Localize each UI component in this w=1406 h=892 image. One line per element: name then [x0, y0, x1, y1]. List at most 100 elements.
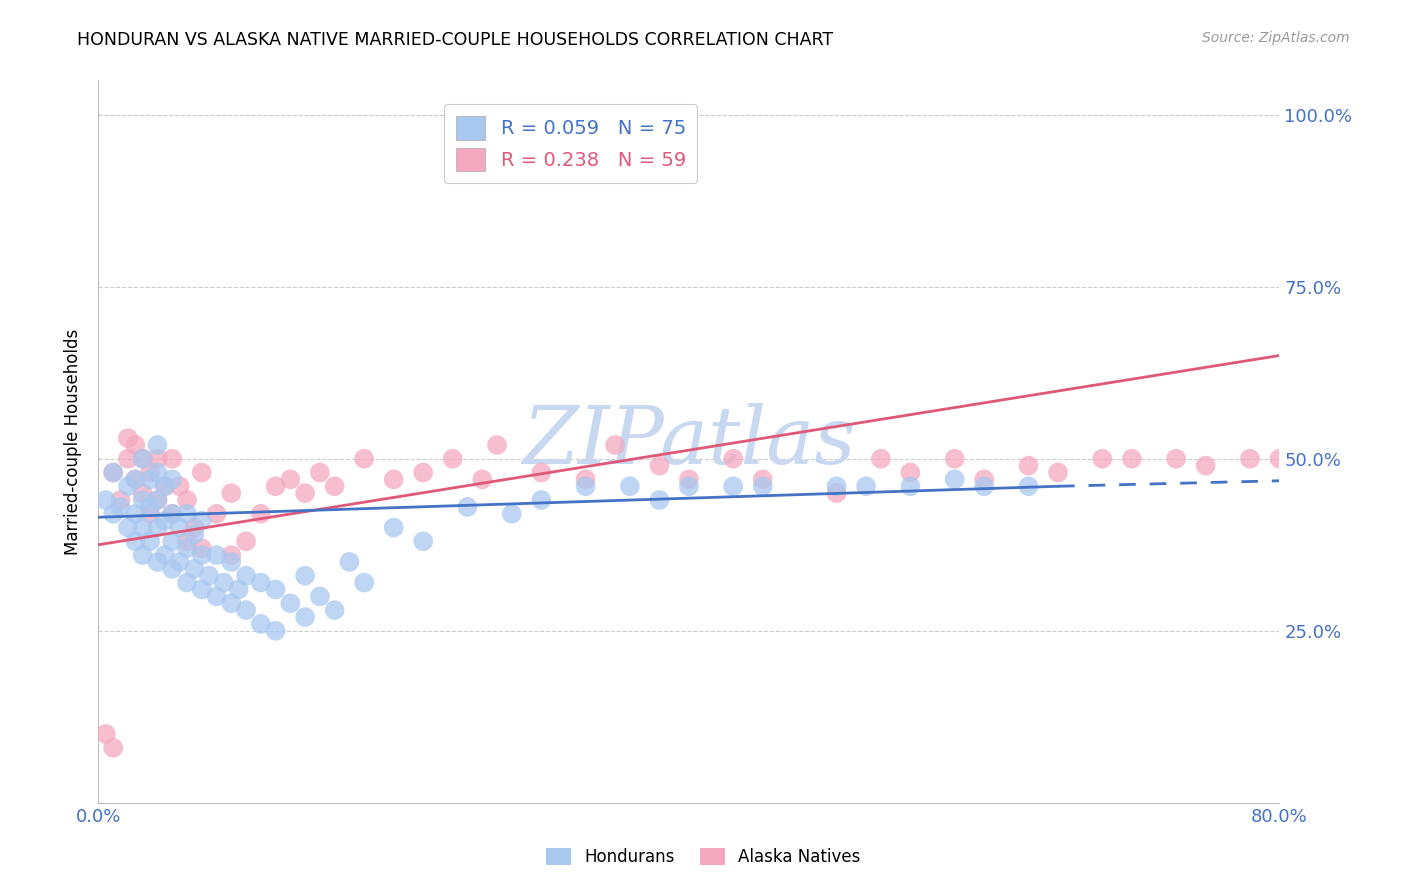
- Point: [1121, 451, 1143, 466]
- Point: [294, 486, 316, 500]
- Point: [825, 479, 848, 493]
- Point: [280, 472, 302, 486]
- Point: [103, 466, 125, 480]
- Point: [139, 507, 162, 521]
- Legend: Hondurans, Alaska Natives: Hondurans, Alaska Natives: [538, 841, 868, 873]
- Point: [382, 520, 405, 534]
- Text: Source: ZipAtlas.com: Source: ZipAtlas.com: [1202, 31, 1350, 45]
- Point: [117, 451, 139, 466]
- Point: [124, 472, 146, 486]
- Point: [139, 534, 162, 549]
- Point: [176, 507, 198, 521]
- Point: [169, 555, 191, 569]
- Point: [146, 451, 169, 466]
- Point: [212, 575, 235, 590]
- Point: [648, 458, 671, 473]
- Point: [900, 466, 922, 480]
- Point: [191, 548, 214, 562]
- Point: [169, 479, 191, 493]
- Point: [153, 479, 176, 493]
- Point: [575, 479, 598, 493]
- Point: [153, 548, 176, 562]
- Point: [309, 590, 332, 604]
- Point: [124, 534, 146, 549]
- Point: [146, 555, 169, 569]
- Point: [1195, 458, 1218, 473]
- Point: [183, 520, 205, 534]
- Point: [162, 562, 183, 576]
- Point: [191, 514, 214, 528]
- Point: [124, 507, 146, 521]
- Point: [183, 527, 205, 541]
- Point: [323, 479, 346, 493]
- Point: [501, 507, 523, 521]
- Point: [1018, 458, 1040, 473]
- Point: [169, 520, 191, 534]
- Point: [323, 603, 346, 617]
- Point: [752, 479, 775, 493]
- Point: [973, 472, 995, 486]
- Point: [176, 575, 198, 590]
- Point: [139, 466, 162, 480]
- Point: [264, 582, 287, 597]
- Point: [1268, 451, 1291, 466]
- Point: [124, 472, 146, 486]
- Point: [117, 479, 139, 493]
- Point: [530, 493, 553, 508]
- Point: [176, 493, 198, 508]
- Point: [235, 568, 257, 582]
- Point: [146, 493, 169, 508]
- Point: [124, 438, 146, 452]
- Point: [221, 548, 243, 562]
- Point: [723, 479, 745, 493]
- Point: [294, 568, 316, 582]
- Point: [943, 472, 966, 486]
- Point: [605, 438, 627, 452]
- Point: [235, 603, 257, 617]
- Point: [94, 493, 117, 508]
- Point: [221, 486, 243, 500]
- Point: [530, 466, 553, 480]
- Point: [1018, 479, 1040, 493]
- Point: [191, 541, 214, 556]
- Point: [752, 472, 775, 486]
- Point: [132, 493, 155, 508]
- Point: [132, 548, 155, 562]
- Point: [132, 520, 155, 534]
- Point: [139, 472, 162, 486]
- Point: [103, 507, 125, 521]
- Point: [221, 596, 243, 610]
- Point: [723, 451, 745, 466]
- Point: [900, 479, 922, 493]
- Point: [162, 507, 183, 521]
- Point: [94, 727, 117, 741]
- Point: [205, 590, 228, 604]
- Point: [228, 582, 250, 597]
- Point: [250, 616, 273, 631]
- Point: [117, 520, 139, 534]
- Point: [973, 479, 995, 493]
- Point: [855, 479, 877, 493]
- Point: [132, 451, 155, 466]
- Point: [264, 624, 287, 638]
- Point: [110, 500, 132, 514]
- Point: [103, 466, 125, 480]
- Point: [678, 472, 700, 486]
- Point: [132, 486, 155, 500]
- Point: [280, 596, 302, 610]
- Point: [382, 472, 405, 486]
- Point: [162, 451, 183, 466]
- Point: [1046, 466, 1070, 480]
- Point: [110, 493, 132, 508]
- Point: [1166, 451, 1188, 466]
- Point: [153, 479, 176, 493]
- Point: [441, 451, 464, 466]
- Point: [648, 493, 671, 508]
- Point: [250, 575, 273, 590]
- Point: [146, 493, 169, 508]
- Point: [339, 555, 361, 569]
- Point: [353, 575, 375, 590]
- Point: [176, 534, 198, 549]
- Point: [294, 610, 316, 624]
- Text: HONDURAN VS ALASKA NATIVE MARRIED-COUPLE HOUSEHOLDS CORRELATION CHART: HONDURAN VS ALASKA NATIVE MARRIED-COUPLE…: [77, 31, 834, 49]
